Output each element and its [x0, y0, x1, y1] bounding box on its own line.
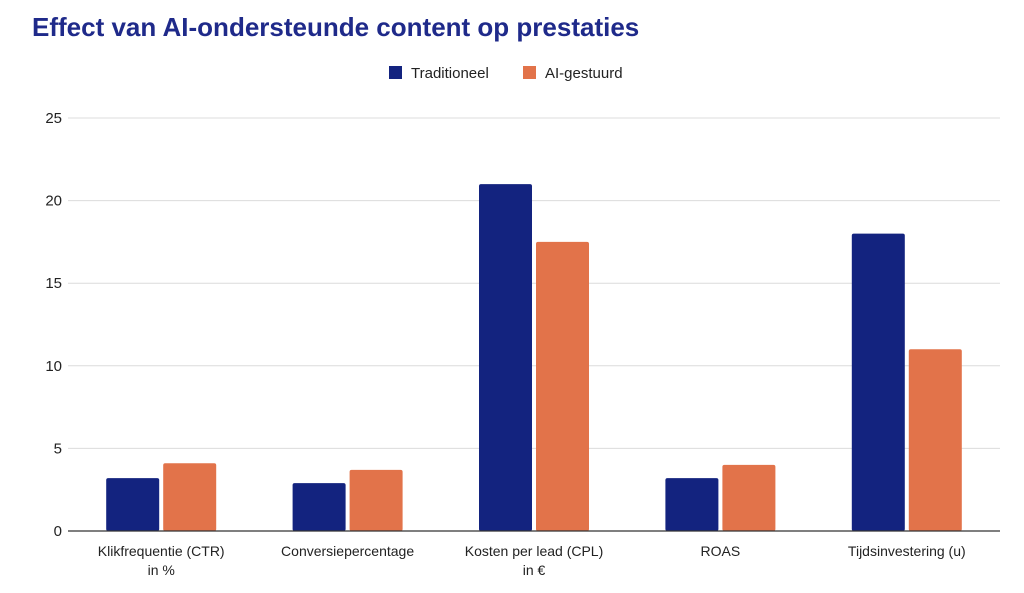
bar-ai-gestuurd-0: [163, 463, 217, 531]
legend-label: Traditioneel: [411, 65, 489, 82]
y-tick-label: 0: [54, 523, 62, 540]
bar-traditioneel-1: [292, 483, 346, 531]
y-tick-label: 25: [45, 110, 62, 127]
y-tick-label: 15: [45, 275, 62, 292]
legend-swatch-ai-gestuurd: [523, 66, 536, 79]
bars: [106, 184, 962, 531]
y-axis-ticks: 0 5 10 15 20 25: [45, 110, 62, 540]
bar-traditioneel-3: [665, 478, 719, 531]
bar-traditioneel-4: [851, 233, 905, 531]
legend-label: AI-gestuurd: [545, 65, 623, 82]
bar-ai-gestuurd-1: [349, 469, 403, 531]
x-category-label: Tijdsinvestering (u): [848, 543, 966, 559]
x-axis-labels: Klikfrequentie (CTR) in % Conversiepercent…: [98, 543, 966, 578]
y-tick-label: 10: [45, 358, 62, 375]
bar-ai-gestuurd-3: [722, 464, 776, 531]
x-category-label: Kosten per lead (CPL) in €: [465, 543, 604, 578]
legend: Traditioneel AI-gestuurd: [389, 65, 623, 82]
bar-ai-gestuurd-2: [536, 241, 589, 531]
bar-traditioneel-2: [479, 184, 532, 531]
gridlines: [68, 117, 1000, 449]
y-tick-label: 20: [45, 193, 62, 210]
x-category-label: Klikfrequentie (CTR) in %: [98, 543, 225, 578]
bar-traditioneel-0: [106, 478, 160, 531]
y-tick-label: 5: [54, 440, 62, 457]
x-category-label: ROAS: [701, 543, 741, 559]
bar-ai-gestuurd-4: [908, 349, 962, 531]
legend-swatch-traditioneel: [389, 66, 402, 79]
chart-title: Effect van AI-ondersteunde content op pr…: [32, 12, 639, 42]
x-category-label: Conversiepercentage: [281, 543, 414, 559]
